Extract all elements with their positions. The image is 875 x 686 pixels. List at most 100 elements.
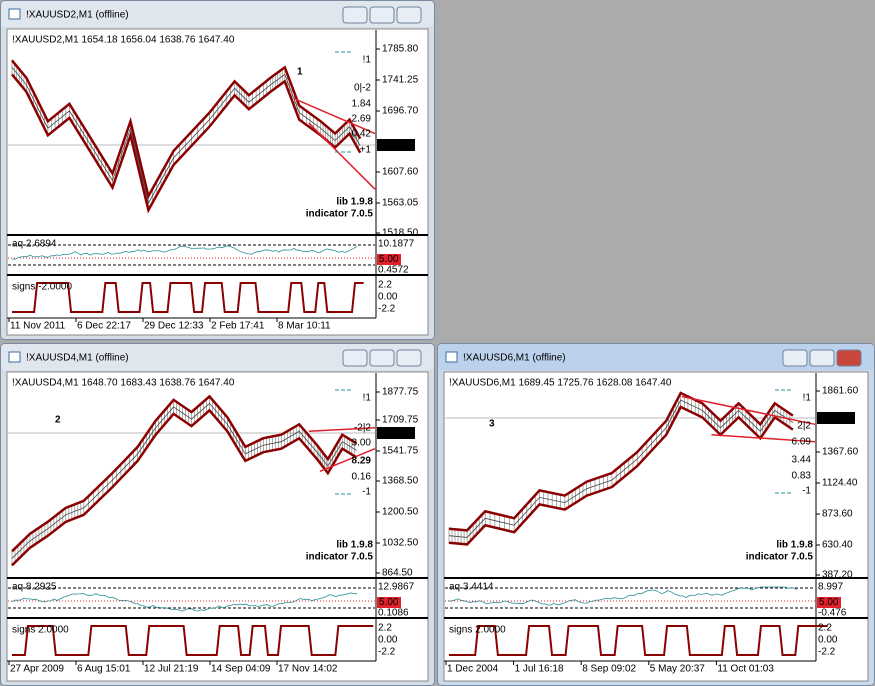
window-icon	[8, 351, 21, 363]
minimize-button[interactable]	[342, 349, 368, 367]
indicator-stat: -1	[802, 486, 811, 497]
signs-axis-label: 2.2	[818, 623, 832, 634]
price-mid	[11, 67, 361, 205]
signs-axis-label: -2.2	[378, 304, 396, 315]
close-button[interactable]	[836, 349, 862, 367]
date-label: 8 Sep 09:02	[582, 664, 636, 675]
indicator-stat: -2|2	[354, 423, 371, 434]
price-label: 1368.50	[382, 476, 419, 487]
aq-level-box	[817, 597, 841, 608]
price-label: 630.40	[822, 540, 853, 551]
minimize-button[interactable]	[782, 349, 808, 367]
aq-label: aq 2.6894	[12, 239, 57, 250]
indicator-stat: 6.09	[792, 437, 812, 448]
aq-axis-label: 0.4572	[378, 265, 409, 276]
chart-number: 2	[55, 415, 61, 426]
price-mid	[11, 402, 357, 559]
current-price: 1647.40	[379, 140, 416, 151]
date-label: 2 Feb 17:41	[211, 321, 265, 332]
aq-level-label: 5.00	[379, 254, 399, 265]
maximize-button[interactable]	[369, 6, 395, 24]
window-icon	[445, 351, 458, 363]
title-bar	[1, 344, 434, 370]
date-label: 8 Mar 10:11	[278, 321, 331, 332]
aq-axis-label: 10.1877	[378, 239, 415, 250]
indicator-stat: 0|-2	[354, 83, 371, 94]
chart-window: !XAUUSD4,M1 (offline) !XAUUSD4,M1 1648.70…	[0, 343, 435, 686]
window-icon	[8, 8, 21, 20]
price-label: 1741.25	[382, 75, 419, 86]
date-label: 27 Apr 2009	[10, 664, 64, 675]
indicator-version: indicator 7.0.5	[746, 552, 814, 563]
date-label: 1 Jul 16:18	[515, 664, 564, 675]
indicator-version: indicator 7.0.5	[306, 552, 374, 563]
price-label: 1877.75	[382, 387, 419, 398]
trend-line	[293, 98, 376, 135]
price-band	[11, 59, 362, 200]
current-price-box	[377, 427, 415, 439]
date-label: 14 Sep 04:09	[211, 664, 271, 675]
signs-label: signs 2.0000	[449, 625, 506, 636]
price-label: 1518.50	[382, 228, 419, 239]
chart-window: !XAUUSD6,M1 (offline) !XAUUSD6,M1 1689.45…	[437, 343, 875, 686]
window-title: !XAUUSD2,M1 (offline)	[26, 10, 129, 21]
chart-window: !XAUUSD2,M1 (offline) !XAUUSD2,M1 1654.18…	[0, 0, 435, 340]
indicator-stat: 0.83	[792, 471, 812, 482]
date-label: 11 Nov 2011	[10, 321, 66, 332]
indicator-stat: -1	[362, 487, 371, 498]
current-price: 1647.40	[819, 413, 856, 424]
close-button[interactable]	[396, 6, 422, 24]
aq-line	[11, 592, 357, 612]
signs-axis-label: 0.00	[378, 635, 398, 646]
price-label: 1367.60	[822, 447, 859, 458]
current-price: 1647.40	[379, 428, 416, 439]
indicator-stat: 0.16	[352, 472, 372, 483]
chart-area	[6, 371, 429, 682]
maximize-button[interactable]	[809, 349, 835, 367]
signs-axis-label: -2.2	[818, 647, 836, 658]
date-label: 6 Dec 22:17	[77, 321, 131, 332]
aq-level-box	[377, 254, 401, 265]
indicator-version: indicator 7.0.5	[306, 209, 374, 220]
signs-label: signs 2.0000	[12, 625, 69, 636]
price-label: 1032.50	[382, 538, 419, 549]
aq-axis-label: 0.1086	[378, 608, 409, 619]
title-bar	[1, 1, 434, 27]
minimize-button[interactable]	[342, 6, 368, 24]
signs-axis-label: 2.2	[378, 623, 392, 634]
maximize-button[interactable]	[369, 349, 395, 367]
date-label: 1 Dec 2004	[447, 664, 499, 675]
close-button[interactable]	[396, 349, 422, 367]
signs-line	[449, 625, 828, 656]
date-label: 29 Dec 12:33	[144, 321, 204, 332]
current-price-box	[377, 139, 415, 151]
date-label: 6 Aug 15:01	[77, 664, 131, 675]
indicator-stat: 3.44	[792, 455, 812, 466]
aq-axis-label: 8.997	[818, 582, 843, 593]
aq-label: aq 8.2925	[12, 582, 57, 593]
trend-line	[681, 395, 816, 426]
signs-axis-label: -2.2	[378, 647, 396, 658]
price-label: 1861.60	[822, 386, 859, 397]
price-label: 1200.50	[382, 507, 419, 518]
indicator-stat: 2.69	[352, 114, 372, 125]
window-title: !XAUUSD4,M1 (offline)	[26, 353, 129, 364]
current-price-box	[817, 412, 855, 424]
lib-version: lib 1.9.8	[336, 197, 373, 208]
signs-line	[12, 282, 364, 313]
indicator-stat: +1	[360, 145, 372, 156]
aq-line	[11, 245, 358, 260]
price-label: 873.60	[822, 509, 853, 520]
signs-label: signs -2.0000	[12, 282, 72, 293]
aq-line	[448, 586, 798, 606]
aq-level-label: 5.00	[379, 597, 399, 608]
indicator-stat: !1	[363, 393, 372, 404]
price-label: 1709.75	[382, 415, 419, 426]
title-bar	[438, 344, 874, 370]
chart-header: !XAUUSD2,M1 1654.18 1656.04 1638.76 1647…	[12, 35, 235, 46]
price-label: 1785.80	[382, 44, 419, 55]
price-label: 387.20	[822, 570, 853, 581]
price-label: 1563.05	[382, 198, 419, 209]
date-label: 17 Nov 14:02	[278, 664, 338, 675]
chart-number: 3	[489, 419, 495, 430]
